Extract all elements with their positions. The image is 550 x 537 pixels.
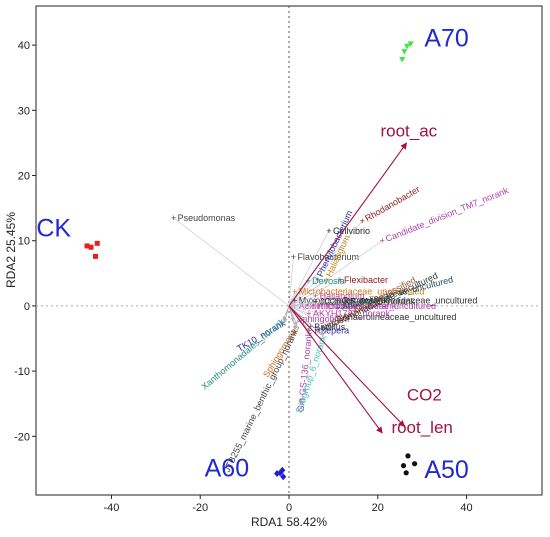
y-tick-label: 20 xyxy=(18,171,30,183)
species-marker: + xyxy=(360,216,365,226)
sample-point-a70 xyxy=(407,41,414,47)
species-label: Truepera xyxy=(313,326,349,336)
species-arrow xyxy=(288,305,297,330)
species-marker: + xyxy=(335,296,340,306)
y-tick-label: 40 xyxy=(18,40,30,52)
species-arrow xyxy=(288,305,338,318)
env-vector-label: root_len xyxy=(391,418,452,437)
species-marker: + xyxy=(380,236,385,246)
species-arrow xyxy=(288,279,341,307)
species-arrow xyxy=(282,305,290,321)
env-vector-label: CO2 xyxy=(407,385,442,404)
species-marker: + xyxy=(326,226,331,236)
species-arrow xyxy=(288,305,324,336)
species-label: Microbacteriaceae_unclassified xyxy=(299,287,425,297)
species-label: Acidimicrobiales_norank xyxy=(299,301,397,311)
environmental-vectors: root_ac CO2 root_len xyxy=(288,121,453,437)
species-label: Anaerolineaceae_uncultured xyxy=(342,312,457,322)
species-arrow xyxy=(288,291,296,307)
env-vector-arrow xyxy=(288,305,405,428)
y-tick-label: -10 xyxy=(14,366,30,378)
x-tick-label: -40 xyxy=(104,502,120,514)
species-marker: + xyxy=(337,275,342,285)
y-tick-label: -20 xyxy=(14,431,30,443)
species-label: Pseudomonas xyxy=(178,213,236,223)
species-arrow xyxy=(288,305,329,326)
species-arrow xyxy=(288,279,327,307)
species-marker: + xyxy=(306,309,311,319)
sample-point-ck xyxy=(94,240,100,246)
x-tick-label: 0 xyxy=(286,502,292,514)
y-axis-title: RDA2 25.45% xyxy=(4,212,18,288)
x-tick-label: 40 xyxy=(460,502,472,514)
x-tick-label: -20 xyxy=(192,502,208,514)
x-axis-title: RDA1 58.42% xyxy=(251,515,327,529)
x-tick-label: 20 xyxy=(372,502,384,514)
species-label: Gemmatimonadaceae_uncultured xyxy=(342,296,478,306)
species-marker: + xyxy=(292,287,297,297)
species-arrow xyxy=(288,220,363,307)
sample-point-a60 xyxy=(277,469,284,477)
group-label-ck: CK xyxy=(36,215,71,243)
species-marker: + xyxy=(325,320,330,330)
species-arrow xyxy=(288,305,310,315)
species-label: Haliangium xyxy=(320,291,365,301)
species-marker: + xyxy=(171,213,176,223)
species-label: Myxococcales_norank xyxy=(299,296,389,306)
species-label: Flavobacterium xyxy=(297,252,359,262)
species-label: AKYH1722_norank xyxy=(313,309,391,319)
species-arrow xyxy=(288,230,330,307)
species-label: JG30-KF-CM45_norank xyxy=(320,296,416,306)
species-label: Sphingobium xyxy=(297,314,350,324)
x-axis-ticks: -40 -20 0 20 40 xyxy=(104,495,473,514)
group-label-a70: A70 xyxy=(424,24,468,52)
sample-point-a60 xyxy=(280,473,287,481)
species-marker: + xyxy=(305,276,310,286)
species-marker: + xyxy=(308,322,313,332)
sample-points: CK A70 A60 A50 xyxy=(36,24,468,484)
species-arrow xyxy=(288,305,338,309)
sample-point-a50 xyxy=(403,470,409,476)
species-marker: + xyxy=(313,291,318,301)
species-marker: + xyxy=(335,312,340,322)
sample-point-a50 xyxy=(400,463,407,469)
species-marker: + xyxy=(324,275,329,285)
species-label: Cellvibrio xyxy=(333,226,370,236)
env-vector-label: root_ac xyxy=(380,121,437,140)
y-tick-label: 30 xyxy=(18,105,30,117)
sample-point-a70 xyxy=(401,49,408,55)
sample-point-a70 xyxy=(399,56,406,63)
species-arrow xyxy=(288,300,338,307)
species-arrow xyxy=(173,217,290,307)
group-label-a60: A60 xyxy=(205,455,249,483)
species-label: Rhodospirillaceae_uncultured xyxy=(317,301,436,311)
species-marker: + xyxy=(291,252,296,262)
sample-point-a50 xyxy=(412,461,418,467)
species-arrow xyxy=(288,295,316,307)
env-vector-arrow xyxy=(288,305,383,434)
reference-lines xyxy=(36,6,542,495)
species-marker: + xyxy=(335,303,340,313)
species-marker: + xyxy=(313,296,318,306)
env-vector-arrow xyxy=(288,142,408,307)
sample-point-ck xyxy=(92,253,98,259)
y-axis-ticks: -20 -10 0 10 20 30 40 xyxy=(14,40,36,443)
species-label: Bacillus xyxy=(314,322,346,332)
y-tick-label: 0 xyxy=(24,301,30,313)
species-marker: + xyxy=(292,296,297,306)
species-arrow xyxy=(288,256,294,306)
y-tick-label: 10 xyxy=(18,236,30,248)
species-marker: + xyxy=(311,301,316,311)
sample-point-a70 xyxy=(404,43,411,50)
species-label: Flexibacter xyxy=(344,275,388,285)
group-label-a50: A50 xyxy=(424,456,468,484)
sample-point-ck xyxy=(84,243,90,249)
sample-point-ck xyxy=(88,244,94,250)
sample-point-a50 xyxy=(405,453,411,459)
species-label: Devosia xyxy=(312,276,345,286)
species-marker: + xyxy=(315,275,320,285)
